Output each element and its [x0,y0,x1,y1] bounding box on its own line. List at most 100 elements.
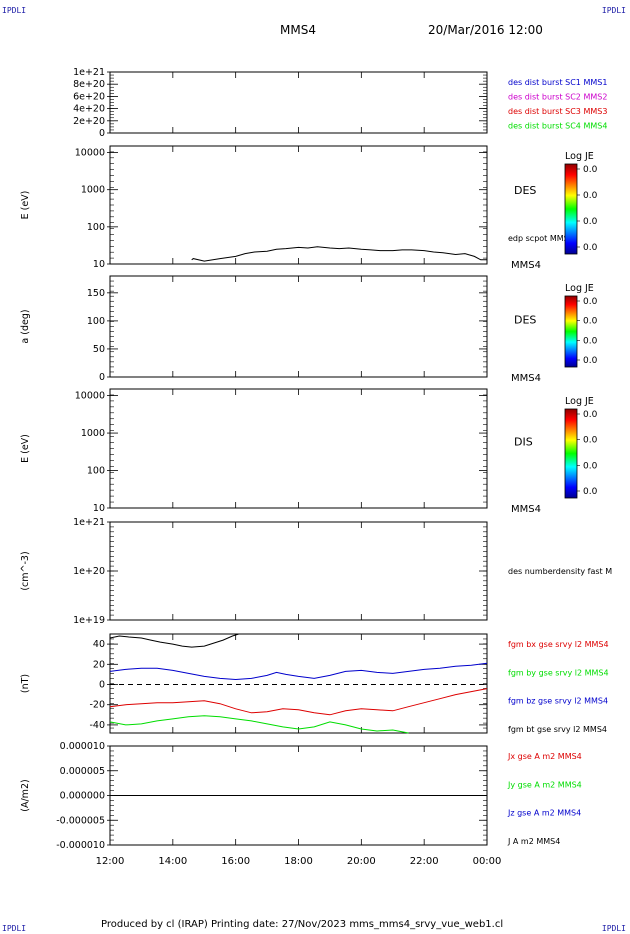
legend-entry: fgm by gse srvy l2 MMS4 [508,668,609,677]
x-tick-label: 00:00 [473,856,502,867]
legend-entry: Jz gse A m2 MMS4 [507,809,581,818]
y-tick-label: 0 [99,128,105,139]
y-axis-label: (A/m2) [20,779,31,811]
y-tick-label: -0.000010 [56,840,105,851]
panel-5 [107,521,488,621]
colorbar-title: Log JE [565,151,594,162]
y-tick-label: 1e+21 [73,67,105,78]
y-tick-label: 2e+20 [73,116,105,127]
colorbar-value: 0.0 [583,217,598,227]
y-tick-label: 100 [87,466,105,477]
y-tick-label: 0 [99,680,105,691]
footer-text: Produced by cl (IRAP) Printing date: 27/… [101,919,504,930]
corner-label-top-right: IPDLI [601,6,626,15]
y-tick-label: 1000 [81,428,105,439]
x-tick-label: 14:00 [158,856,187,867]
y-tick-label: 6e+20 [73,91,105,102]
y-tick-label: 10000 [75,391,105,402]
series-line-2 [109,688,488,716]
panel-frame [109,388,488,509]
legend-entry: fgm bt gse srvy l2 MMS4 [508,725,607,734]
y-tick-label: 0 [99,372,105,383]
colorbar-2 [564,295,580,368]
legend-entry: fgm bz gse srvy l2 MMS4 [508,697,608,706]
panel-3 [107,275,488,378]
y-tick-label: 1e+20 [73,566,105,577]
x-tick-label: 16:00 [221,856,250,867]
y-tick-label: 150 [87,288,105,299]
colorbar-gradient [564,163,578,255]
mms-label: MMS4 [511,504,541,515]
y-tick-label: 50 [93,344,105,355]
y-axis-label: E (eV) [20,191,31,220]
x-tick-label: 12:00 [96,856,125,867]
y-tick-label: 4e+20 [73,104,105,115]
x-tick-label: 22:00 [410,856,439,867]
y-tick-label: 0.000000 [60,791,105,802]
corner-label-bottom-right: IPDLI [601,924,626,933]
y-tick-label: 40 [93,639,105,650]
y-tick-label: 10 [93,259,105,270]
y-tick-label: 8e+20 [73,79,105,90]
corner-label-top-left: IPDLI [2,6,27,15]
legend-entry: fgm bx gse srvy l2 MMS4 [508,640,609,649]
legend-entry: des dist burst SC3 MMS3 [508,107,607,116]
colorbar-value: 0.0 [583,317,598,327]
x-tick-label: 20:00 [347,856,376,867]
panel-frame [109,275,488,378]
series-line-3 [109,715,409,734]
colorbar-title: Log JE [565,283,594,294]
panel-1 [107,71,488,134]
colorbar-value: 0.0 [583,487,598,497]
series-line-0 [109,633,239,648]
series-line-1 [109,662,488,681]
y-tick-label: 0.000005 [60,766,105,777]
colorbar-1 [564,163,580,255]
y-axis-label: a (deg) [20,309,31,343]
colorbar-value: 0.0 [583,297,598,307]
y-tick-label: -20 [89,700,105,711]
panel-frame [109,145,488,265]
mms-label: MMS4 [511,260,541,271]
legend-entry: Jy gse A m2 MMS4 [507,780,582,789]
panel-7 [107,745,488,846]
y-tick-label: 10 [93,503,105,514]
legend-entry: J A m2 MMS4 [507,837,560,846]
y-axis-label: (cm^-3) [20,551,31,590]
panel-4 [107,388,488,509]
series-line-0 [191,246,487,262]
species-label: DES [514,314,536,327]
colorbar-value: 0.0 [583,243,598,253]
colorbar-gradient [564,295,578,368]
colorbar-value: 0.0 [583,191,598,201]
species-label: DES [514,184,536,197]
colorbar-value: 0.0 [583,165,598,175]
species-label: DIS [514,436,533,449]
y-tick-label: 100 [87,222,105,233]
mms-label: MMS4 [511,373,541,384]
panel-6 [107,633,488,734]
y-axis-label: E (eV) [20,434,31,463]
legend-entry: Jx gse A m2 MMS4 [507,752,582,761]
corner-label-bottom-left: IPDLI [2,924,27,933]
legend-entry: des numberdensity fast M [508,567,612,576]
y-tick-label: 0.000010 [60,741,105,752]
colorbar-gradient [564,408,578,499]
colorbar-title: Log JE [565,396,594,407]
x-tick-label: 18:00 [284,856,313,867]
y-tick-label: 10000 [75,148,105,159]
legend-entry: des dist burst SC2 MMS2 [508,93,607,102]
panel-frame [109,71,488,134]
colorbar-value: 0.0 [583,336,598,346]
colorbar-3 [564,408,580,499]
y-tick-label: 1e+19 [73,615,105,626]
y-tick-label: -0.000005 [56,815,105,826]
y-axis-label: (nT) [20,674,31,693]
y-tick-label: 1e+21 [73,517,105,528]
legend-entry: des dist burst SC4 MMS4 [508,122,607,131]
y-tick-label: 100 [87,316,105,327]
panel-frame [109,633,488,734]
colorbar-value: 0.0 [583,436,598,446]
colorbar-value: 0.0 [583,410,598,420]
